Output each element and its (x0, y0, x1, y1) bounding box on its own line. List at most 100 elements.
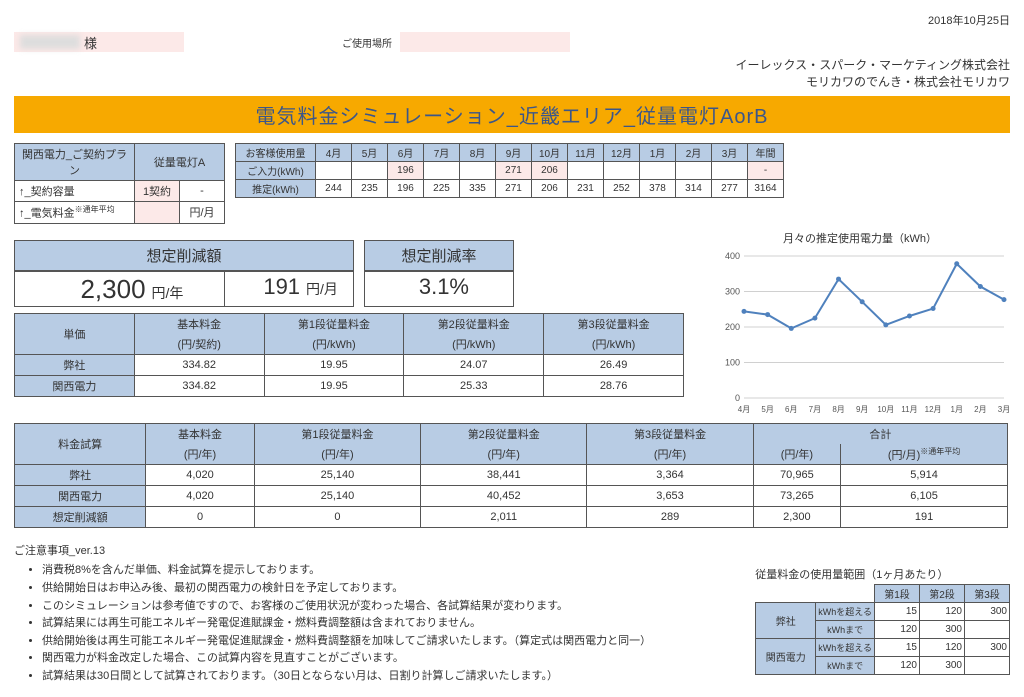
range-cell: 15 (875, 603, 920, 621)
svg-text:5月: 5月 (761, 405, 773, 414)
contract-fee-label: ↑_電気料金※通年平均 (15, 202, 135, 224)
note-item: 供給開始日はお申込み後、最初の関西電力の検針日を予定しております。 (42, 580, 654, 598)
range-cell: 120 (920, 603, 965, 621)
usage-input-cell (424, 162, 460, 180)
svg-text:8月: 8月 (832, 405, 844, 414)
top-tables-row: 関西電力_ご契約プラン 従量電灯A ↑_契約容量 1契約 - ↑_電気料金※通年… (14, 143, 1010, 230)
usage-col0: お客様使用量 (236, 144, 316, 162)
note-item: 試算結果には再生可能エネルギー発電促進賦課金・燃料費調整額は含まれておりません。 (42, 615, 654, 633)
est-hdr: 第1段従量料金 (254, 423, 420, 444)
savings-month-cell: 191 円/月 (224, 271, 354, 307)
est-sub: (円/年) (753, 444, 840, 465)
unit-sub: (円/kWh) (264, 334, 404, 355)
est-sub: (円/月)※通年平均 (841, 444, 1008, 465)
usage-month-hdr: 4月 (316, 144, 352, 162)
unit-cell: 25.33 (404, 375, 544, 396)
contract-table: 関西電力_ご契約プラン 従量電灯A ↑_契約容量 1契約 - ↑_電気料金※通年… (14, 143, 225, 224)
svg-text:10月: 10月 (877, 405, 894, 414)
est-sub: (円/年) (421, 444, 587, 465)
savings-amount-box: 想定削減額 2,300 円/年 191 円/月 (14, 240, 354, 307)
est-cell: 5,914 (841, 465, 1008, 486)
est-sub: (円/年) (254, 444, 420, 465)
est-cell: 3,653 (587, 486, 753, 507)
usage-table: お客様使用量4月5月6月7月8月9月10月11月12月1月2月3月年間 ご入力(… (235, 143, 784, 198)
range-upto-label-1: kWhまで (816, 621, 875, 639)
est-cell: 70,965 (753, 465, 840, 486)
unit-cell: 334.82 (134, 354, 264, 375)
est-cell: 0 (146, 507, 255, 528)
savings-rate-val: 3.1% (364, 271, 514, 307)
savings-row: 想定削減額 2,300 円/年 191 円/月 想定削減率 3.1% (14, 240, 684, 307)
usage-est-cell: 225 (424, 180, 460, 198)
svg-text:400: 400 (725, 251, 740, 261)
est-cell: 6,105 (841, 486, 1008, 507)
est-hdr: 料金試算 (15, 423, 146, 465)
est-hdr: 第2段従量料金 (421, 423, 587, 444)
contract-header: 関西電力_ご契約プラン (15, 144, 135, 181)
usage-est-label: 推定(kWh) (236, 180, 316, 198)
place-label: ご使用場所 (342, 35, 392, 50)
unit-hdr: 第2段従量料金 (404, 313, 544, 334)
est-cell: 3,364 (587, 465, 753, 486)
usage-month-hdr: 10月 (532, 144, 568, 162)
usage-chart: 月々の推定使用電力量（kWh） 01002003004004月5月6月7月8月9… (710, 230, 1010, 423)
range-block: 従量料金の使用量範囲（1ヶ月あたり） 第1段第2段第3段 弊社 kWhを超える … (755, 566, 1010, 675)
range-cell: 120 (875, 621, 920, 639)
range-cell: 300 (965, 603, 1010, 621)
est-cell: 4,020 (146, 465, 255, 486)
est-cell: 73,265 (753, 486, 840, 507)
note-item: 消費税8%を含んだ単価、料金試算を提示しております。 (42, 562, 654, 580)
svg-text:0: 0 (735, 393, 740, 403)
unit-hdr: 単価 (15, 313, 135, 354)
notes-list: 消費税8%を含んだ単価、料金試算を提示しております。供給開始日はお申込み後、最初… (14, 562, 654, 685)
range-col-hdr: 第3段 (965, 585, 1010, 603)
customer-suffix: 様 (84, 33, 97, 52)
company-line1: イーレックス・スパーク・マーケティング株式会社 (14, 56, 1010, 73)
contract-cap-dash: - (180, 181, 225, 202)
est-kd-label: 関西電力 (15, 486, 146, 507)
range-over-label-2: kWhを超える (816, 639, 875, 657)
note-item: 試算結果は30日間として試算されております。（30日とならない月は、日割り計算し… (42, 668, 654, 686)
unit-hdr: 第3段従量料金 (544, 313, 684, 334)
unit-cell: 28.76 (544, 375, 684, 396)
range-cell: 300 (965, 639, 1010, 657)
est-cell: 38,441 (421, 465, 587, 486)
notes-title: ご注意事項_ver.13 (14, 542, 654, 558)
unit-cell: 19.95 (264, 375, 404, 396)
est-sub: (円/年) (587, 444, 753, 465)
contract-fee-unit: 円/月 (180, 202, 225, 224)
usage-input-cell (460, 162, 496, 180)
note-item: 関西電力が料金改定した場合、この試算内容を見直すことがございます。 (42, 650, 654, 668)
contract-fee-blank (135, 202, 180, 224)
company-line2: モリカワのでんき・株式会社モリカワ (14, 73, 1010, 90)
est-sv-label: 想定削減額 (15, 507, 146, 528)
usage-est-cell: 244 (316, 180, 352, 198)
svg-text:300: 300 (725, 286, 740, 296)
usage-input-cell (640, 162, 676, 180)
unit-sub: (円/kWh) (544, 334, 684, 355)
svg-text:6月: 6月 (785, 405, 797, 414)
est-hdr: 合計 (753, 423, 1007, 444)
savings-amount-hdr: 想定削減額 (14, 240, 354, 271)
company-block: イーレックス・スパーク・マーケティング株式会社 モリカワのでんき・株式会社モリカ… (14, 56, 1010, 90)
usage-month-hdr: 3月 (712, 144, 748, 162)
usage-month-hdr: 5月 (352, 144, 388, 162)
unit-cell: 26.49 (544, 354, 684, 375)
usage-input-cell (712, 162, 748, 180)
left-mid-column: 想定削減額 2,300 円/年 191 円/月 想定削減率 3.1% (14, 230, 684, 403)
est-cell: 289 (587, 507, 753, 528)
range-kd-label: 関西電力 (756, 639, 816, 675)
est-cell: 191 (841, 507, 1008, 528)
usage-input-cell (676, 162, 712, 180)
usage-input-cell: 271 (496, 162, 532, 180)
est-cell: 25,140 (254, 465, 420, 486)
unit-kd-label: 関西電力 (15, 375, 135, 396)
unit-cell: 24.07 (404, 354, 544, 375)
range-upto-label-2: kWhまで (816, 657, 875, 675)
usage-month-hdr: 1月 (640, 144, 676, 162)
est-us-label: 弊社 (15, 465, 146, 486)
unit-price-table: 単価基本料金第1段従量料金第2段従量料金第3段従量料金 (円/契約)(円/kWh… (14, 313, 684, 397)
svg-text:11月: 11月 (901, 405, 917, 414)
usage-month-hdr: 7月 (424, 144, 460, 162)
svg-text:200: 200 (725, 322, 740, 332)
